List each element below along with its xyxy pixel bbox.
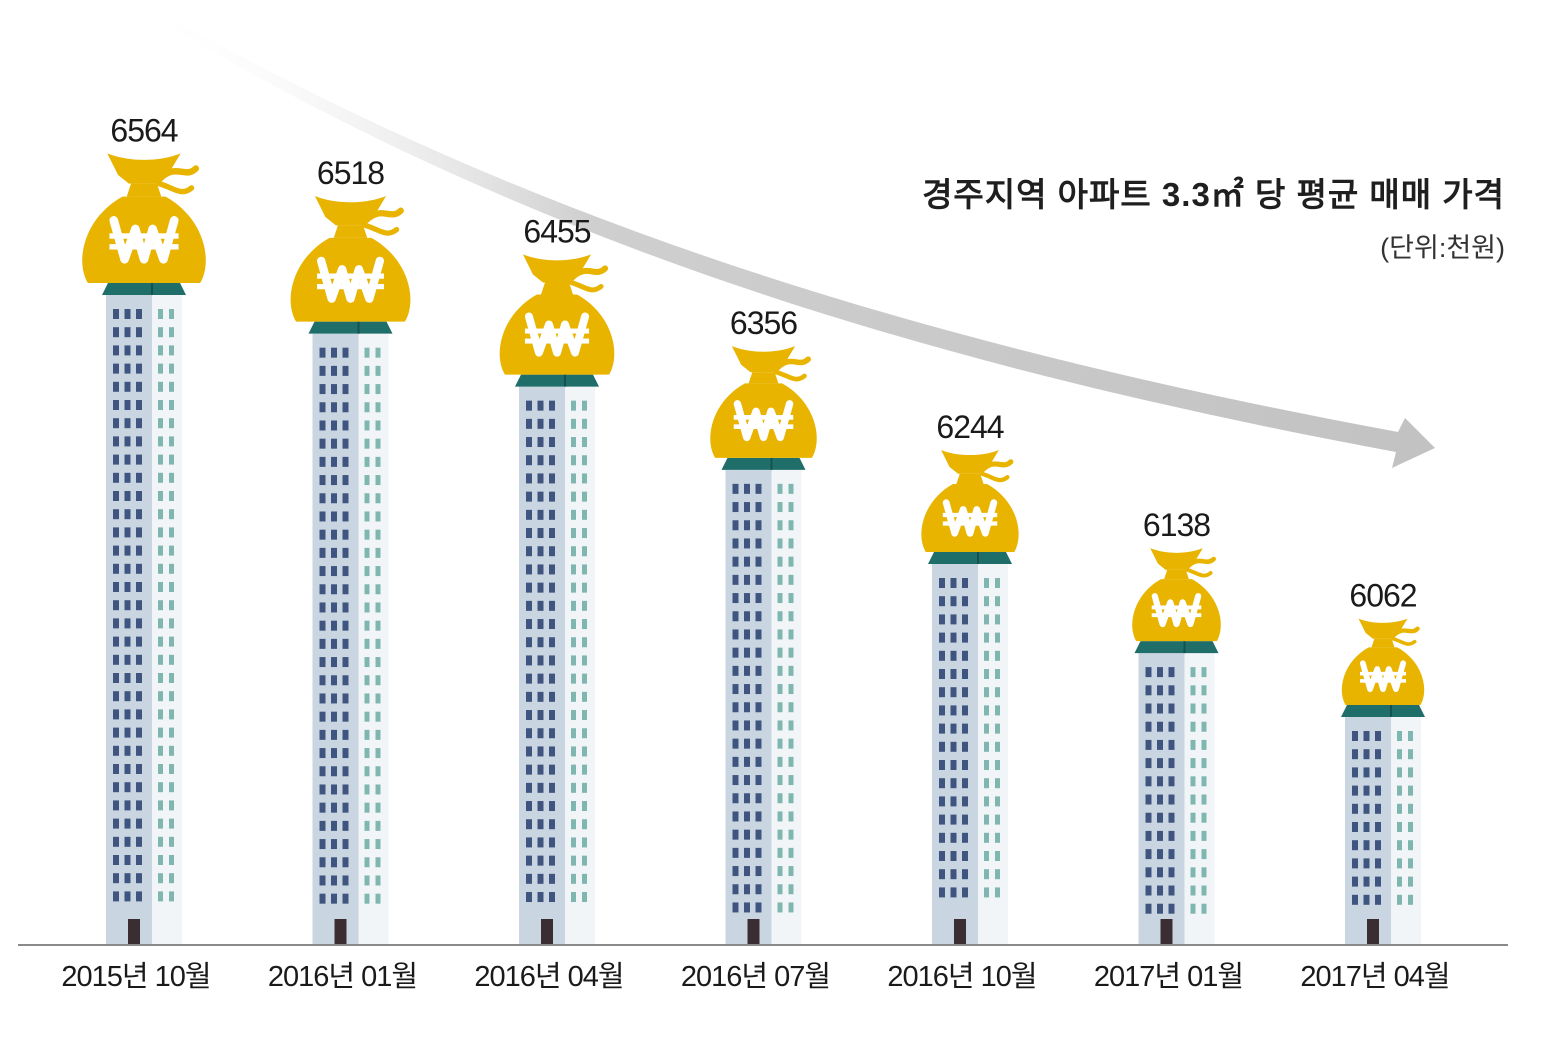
value-label: 6564	[110, 112, 177, 148]
money-bag-won-icon	[1341, 618, 1425, 705]
building-bar	[1134, 641, 1219, 945]
chart-title: 경주지역 아파트 3.3㎡ 당 평균 매매 가격	[922, 176, 1505, 213]
value-label: 6244	[936, 409, 1003, 445]
x-tick-label: 2017년 04월	[1300, 960, 1449, 993]
money-bag-won-icon	[921, 449, 1019, 553]
value-label: 6356	[730, 305, 797, 341]
x-tick-label: 2017년 01월	[1094, 960, 1243, 993]
building-bar	[928, 552, 1012, 945]
chart-unit: (단위:천원)	[1380, 233, 1505, 263]
money-bag-won-icon	[290, 196, 411, 322]
building-bar	[308, 321, 393, 945]
value-label: 6138	[1143, 507, 1210, 543]
money-bag-won-icon	[499, 254, 615, 375]
x-tick-label: 2015년 10월	[61, 960, 210, 993]
building-bar	[102, 283, 186, 945]
x-tick-label: 2016년 07월	[681, 960, 830, 993]
value-label: 6062	[1349, 578, 1416, 614]
money-bag-won-icon	[1132, 548, 1221, 642]
chart-title-block: 경주지역 아파트 3.3㎡ 당 평균 매매 가격 (단위:천원)	[922, 168, 1505, 265]
money-bag-won-icon	[82, 153, 206, 283]
x-tick-label: 2016년 10월	[887, 960, 1036, 993]
building-bar	[515, 374, 599, 945]
x-tick-label: 2016년 01월	[268, 960, 417, 993]
building-bar	[721, 457, 806, 945]
trend-arrow-icon	[135, 0, 1435, 468]
money-bag-won-icon	[710, 346, 817, 458]
x-tick-label: 2016년 04월	[474, 960, 623, 993]
value-label: 6455	[523, 213, 590, 249]
value-label: 6518	[317, 155, 384, 191]
building-bar	[1341, 705, 1425, 945]
